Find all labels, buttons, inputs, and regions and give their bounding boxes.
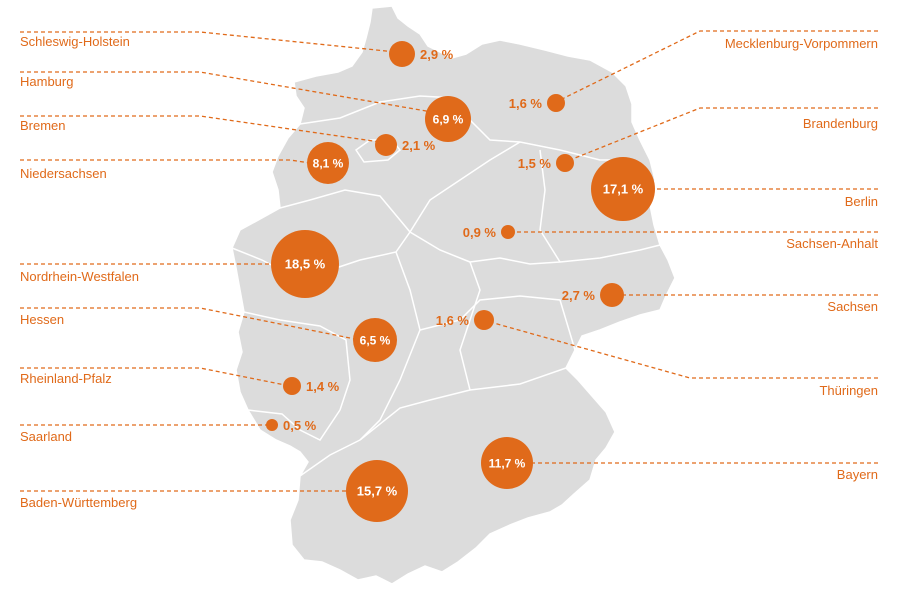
percent-label-nordrhein-westfalen: 18,5 % (285, 257, 326, 272)
bubble-bayern (481, 437, 533, 489)
bubbles (266, 41, 655, 522)
bubble-sachsen (600, 283, 624, 307)
percent-label-saarland: 0,5 % (283, 418, 317, 433)
state-label-sachsen-anhalt: Sachsen-Anhalt (786, 236, 878, 251)
state-label-rheinland-pfalz: Rheinland-Pfalz (20, 371, 112, 386)
state-label-berlin: Berlin (845, 194, 878, 209)
bubble-baden-wuerttemberg (346, 460, 408, 522)
state-label-baden-wuerttemberg: Baden-Württemberg (20, 495, 137, 510)
bubble-mecklenburg-vorpommern (547, 94, 565, 112)
state-label-hessen: Hessen (20, 312, 64, 327)
state-label-saarland: Saarland (20, 429, 72, 444)
state-label-bremen: Bremen (20, 118, 66, 133)
state-label-brandenburg: Brandenburg (803, 116, 878, 131)
percent-label-bremen: 2,1 % (402, 138, 436, 153)
bubble-sachsen-anhalt (501, 225, 515, 239)
percent-label-mecklenburg-vorpommern: 1,6 % (509, 96, 543, 111)
state-borders (231, 95, 661, 477)
bubble-bremen (375, 134, 397, 156)
percent-label-bayern: 11,7 % (489, 457, 526, 471)
percent-label-rheinland-pfalz: 1,4 % (306, 379, 340, 394)
percent-label-brandenburg: 1,5 % (518, 156, 552, 171)
bubble-hessen (353, 318, 397, 362)
percent-label-thueringen: 1,6 % (436, 313, 470, 328)
leader-line-thueringen (483, 319, 878, 379)
state-label-schleswig-holstein: Schleswig-Holstein (20, 34, 130, 49)
leader-line-hamburg (20, 71, 449, 120)
percent-label-sachsen-anhalt: 0,9 % (463, 225, 497, 240)
bubble-brandenburg (556, 154, 574, 172)
bubble-thueringen (474, 310, 494, 330)
state-label-sachsen: Sachsen (827, 299, 878, 314)
labels: Schleswig-Holstein 2,9 % Hamburg 6,9 % Breme… (20, 34, 878, 510)
percent-label-hamburg: 6,9 % (433, 113, 464, 127)
state-label-niedersachsen: Niedersachsen (20, 166, 107, 181)
percent-label-sachsen: 2,7 % (562, 288, 596, 303)
percent-label-niedersachsen: 8,1 % (313, 157, 344, 171)
percent-label-schleswig-holstein: 2,9 % (420, 47, 454, 62)
bubble-saarland (266, 419, 278, 431)
bubble-schleswig-holstein (389, 41, 415, 67)
leader-line-niedersachsen (20, 159, 328, 164)
state-label-bayern: Bayern (837, 467, 878, 482)
bubble-nordrhein-westfalen (271, 230, 339, 298)
percent-label-berlin: 17,1 % (603, 182, 644, 197)
state-label-thueringen: Thüringen (819, 383, 878, 398)
leader-line-brandenburg (564, 107, 878, 164)
state-label-nordrhein-westfalen: Nordrhein-Westfalen (20, 269, 139, 284)
state-label-mecklenburg-vorpommern: Mecklenburg-Vorpommern (725, 36, 878, 51)
bubble-berlin (591, 157, 655, 221)
bubble-niedersachsen (307, 142, 349, 184)
percent-label-baden-wuerttemberg: 15,7 % (357, 484, 398, 499)
state-label-hamburg: Hamburg (20, 74, 73, 89)
bubble-hamburg (425, 96, 471, 142)
percent-label-hessen: 6,5 % (360, 334, 391, 348)
bubble-rheinland-pfalz (283, 377, 301, 395)
